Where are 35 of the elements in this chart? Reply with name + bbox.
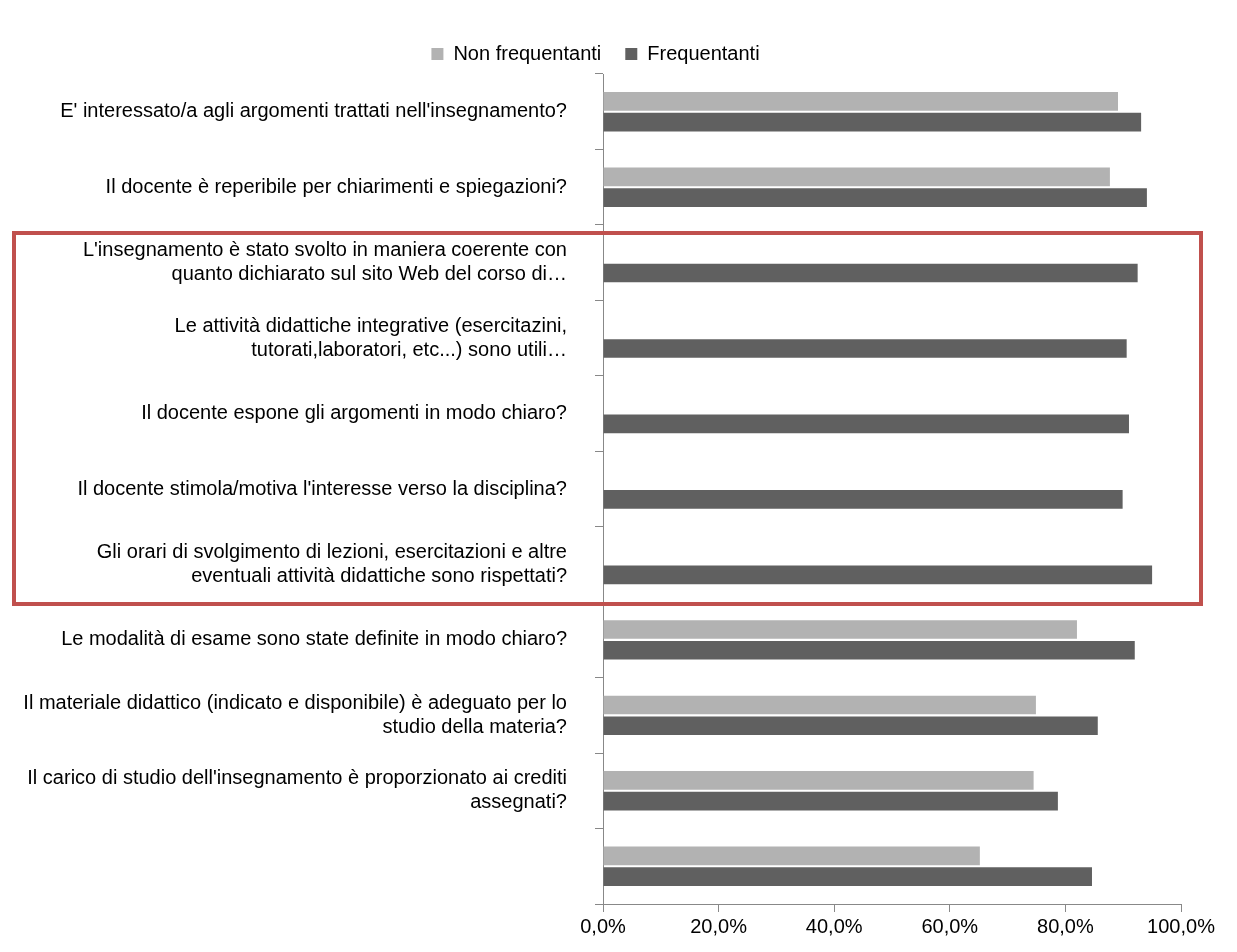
y-tick-label: Le attività didattiche integrative (esercitazini, tutorati,laboratori, etc...) sono utili… [174, 313, 567, 360]
bar [603, 112, 1142, 132]
bar [603, 565, 1153, 585]
bar [603, 771, 1034, 790]
x-tick-label: 40,0% [805, 914, 863, 937]
y-tick-label: Il docente stimola/motiva l'interesse verso la disciplina? [77, 476, 567, 499]
bar [603, 490, 1123, 509]
y-tick-label: Il docente espone gli argomenti in modo chiaro? [141, 401, 567, 424]
x-tick-label: 60,0% [921, 914, 979, 937]
bar [603, 716, 1098, 736]
legend-label: Frequentanti [647, 41, 760, 64]
x-tick-label: 20,0% [690, 914, 748, 937]
bar [603, 263, 1138, 283]
bar [603, 867, 1092, 886]
y-tick-label: L'insegnamento è stato svolto in maniera coerente con quanto dichiarato sul sito Web del corso di… [82, 238, 567, 285]
legend-label: Non frequentanti [453, 41, 602, 64]
bar [603, 188, 1147, 207]
x-tick-label: 80,0% [1037, 914, 1094, 937]
bar [603, 167, 1110, 187]
bar [603, 846, 980, 866]
y-tick-label: Il docente è reperibile per chiarimenti e spiegazioni? [105, 174, 567, 197]
y-tick-label: E' interessato/a agli argomenti trattati nell'insegnamento? [60, 99, 567, 122]
y-tick-label: Il carico di studio dell'insegnamento è proporzionato ai crediti assegnati? [27, 766, 567, 813]
bar [603, 640, 1135, 660]
x-tick-label: 0,0% [580, 914, 627, 937]
bar [603, 414, 1129, 434]
bar [603, 695, 1036, 715]
y-tick-label: Gli orari di svolgimento di lezioni, esercitazioni e altre eventuali attività didattiche sono rispettati? [96, 539, 567, 586]
bar [603, 339, 1127, 358]
y-tick-label: Le modalità di esame sono state definite in modo chiaro? [61, 627, 567, 650]
y-tick-label: Il materiale didattico (indicato e disponibile) è adeguato per lo studio della materia? [23, 690, 567, 737]
bar [603, 620, 1077, 639]
bar [603, 92, 1118, 111]
x-tick-label: 100,0% [1147, 914, 1216, 937]
bar [603, 791, 1058, 811]
